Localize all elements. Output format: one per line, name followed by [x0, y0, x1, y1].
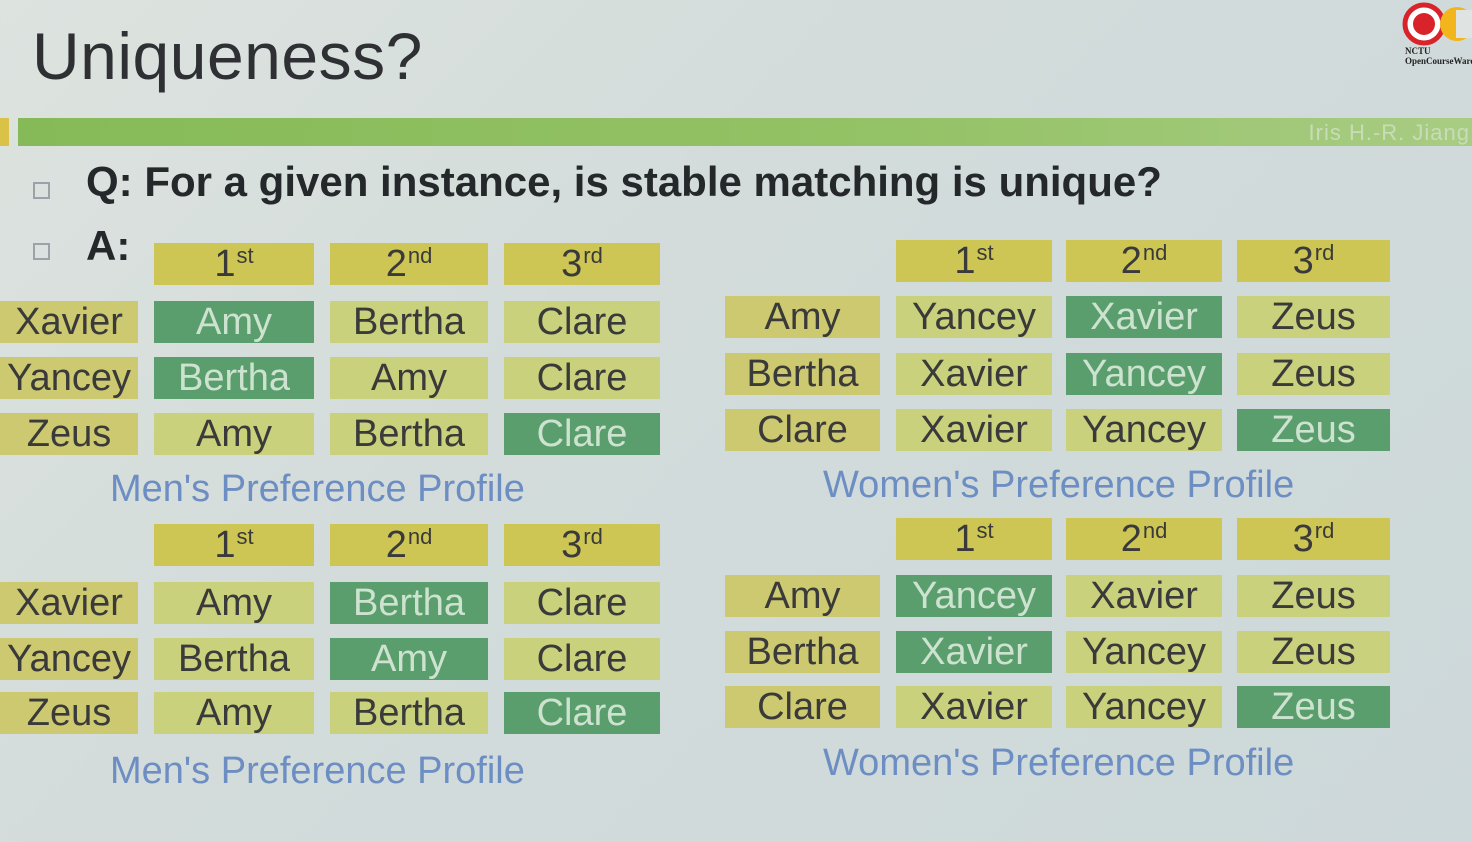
preference-cell: Clare: [504, 638, 660, 680]
rank-suffix: nd: [1142, 518, 1168, 543]
rank-number: 1: [954, 240, 976, 282]
rank-suffix: st: [976, 518, 994, 543]
person-name: Bertha: [725, 353, 880, 395]
preference-cell: Clare: [504, 582, 660, 624]
preference-cell: Zeus: [1237, 296, 1390, 338]
matched-preference-cell: Yancey: [896, 575, 1052, 617]
person-name: Yancey: [0, 357, 138, 399]
preference-cell: Yancey: [1066, 631, 1222, 673]
rank-number: 1: [214, 243, 236, 285]
matched-preference-cell: Amy: [154, 301, 314, 343]
matched-preference-cell: Bertha: [154, 357, 314, 399]
preference-cell: Clare: [504, 301, 660, 343]
profile-caption: Women's Preference Profile: [823, 742, 1295, 784]
preference-cell: Yancey: [896, 296, 1052, 338]
preference-cell: Xavier: [896, 409, 1052, 451]
rank-suffix: st: [236, 243, 254, 268]
rank-number: 3: [1292, 240, 1314, 282]
logo-caption: NCTU OpenCourseWare: [1405, 46, 1472, 66]
rank-suffix: nd: [407, 524, 433, 549]
rank-suffix: st: [976, 240, 994, 265]
person-name: Zeus: [0, 413, 138, 455]
rank-number: 3: [561, 524, 583, 566]
rank-number: 2: [1120, 518, 1142, 560]
preference-cell: Xavier: [896, 353, 1052, 395]
matched-preference-cell: Bertha: [330, 582, 488, 624]
person-name: Clare: [725, 409, 880, 451]
person-name: Zeus: [0, 692, 138, 734]
person-name: Bertha: [725, 631, 880, 673]
preference-cell: Amy: [154, 582, 314, 624]
title-bar-accent: [0, 118, 9, 146]
preference-cell: Amy: [154, 413, 314, 455]
preference-cell: Bertha: [154, 638, 314, 680]
preference-cell: Yancey: [1066, 409, 1222, 451]
rank-number: 1: [954, 518, 976, 560]
profile-caption: Women's Preference Profile: [823, 464, 1295, 506]
rank-suffix: rd: [1314, 518, 1335, 543]
person-name: Yancey: [0, 638, 138, 680]
preference-cell: Xavier: [1066, 575, 1222, 617]
rank-suffix: nd: [407, 243, 433, 268]
rank-suffix: nd: [1142, 240, 1168, 265]
rank-suffix: st: [236, 524, 254, 549]
matched-preference-cell: Clare: [504, 692, 660, 734]
person-name: Xavier: [0, 301, 138, 343]
matched-preference-cell: Zeus: [1237, 686, 1390, 728]
preference-cell: Yancey: [1066, 686, 1222, 728]
rank-number: 3: [1292, 518, 1314, 560]
author-name: Iris H.-R. Jiang: [1308, 120, 1470, 145]
person-name: Xavier: [0, 582, 138, 624]
matched-preference-cell: Xavier: [1066, 296, 1222, 338]
matched-preference-cell: Yancey: [1066, 353, 1222, 395]
rank-suffix: rd: [583, 524, 603, 549]
answer-label: A:: [86, 222, 131, 269]
rank-suffix: rd: [583, 243, 603, 268]
title-bar: [18, 118, 1472, 146]
matched-preference-cell: Xavier: [896, 631, 1052, 673]
preference-cell: Bertha: [330, 692, 488, 734]
preference-cell: Zeus: [1237, 575, 1390, 617]
preference-cell: Bertha: [330, 301, 488, 343]
person-name: Clare: [725, 686, 880, 728]
preference-cell: Xavier: [896, 686, 1052, 728]
matched-preference-cell: Clare: [504, 413, 660, 455]
rank-number: 2: [385, 524, 407, 566]
person-name: Amy: [725, 575, 880, 617]
nctu-ocw-logo: [1402, 2, 1472, 46]
profile-caption: Men's Preference Profile: [110, 750, 525, 792]
question-text: Q: For a given instance, is stable match…: [86, 158, 1162, 205]
rank-suffix: rd: [1314, 240, 1335, 265]
bullet-icon: [33, 243, 50, 260]
preference-cell: Amy: [330, 357, 488, 399]
matched-preference-cell: Amy: [330, 638, 488, 680]
rank-number: 3: [561, 243, 583, 285]
preference-cell: Zeus: [1237, 353, 1390, 395]
bullet-icon: [33, 182, 50, 199]
preference-cell: Amy: [154, 692, 314, 734]
profile-caption: Men's Preference Profile: [110, 468, 525, 510]
preference-cell: Clare: [504, 357, 660, 399]
person-name: Amy: [725, 296, 880, 338]
preference-cell: Zeus: [1237, 631, 1390, 673]
rank-number: 2: [1120, 240, 1142, 282]
slide-title: Uniqueness?: [32, 19, 423, 93]
rank-number: 2: [385, 243, 407, 285]
rank-number: 1: [214, 524, 236, 566]
preference-cell: Bertha: [330, 413, 488, 455]
matched-preference-cell: Zeus: [1237, 409, 1390, 451]
